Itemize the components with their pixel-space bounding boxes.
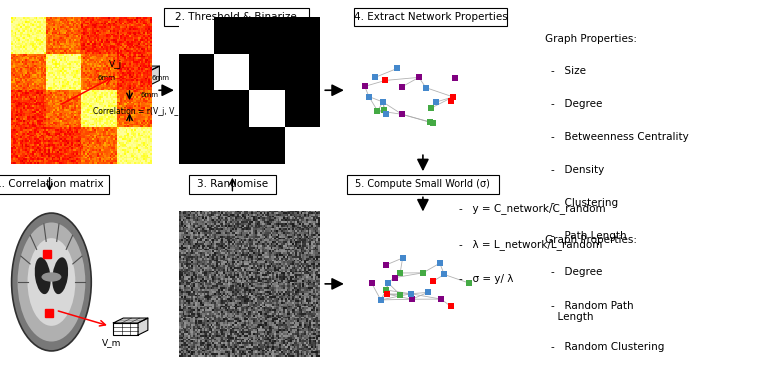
Text: -   Path Length: - Path Length (551, 231, 626, 241)
Text: -   σ = y/ λ: - σ = y/ λ (459, 274, 514, 285)
Text: -   y = C_network/C_random: - y = C_network/C_random (459, 203, 606, 214)
Text: 2. Threshold & Binarize: 2. Threshold & Binarize (175, 12, 297, 22)
Text: V_j: V_j (110, 59, 123, 68)
Text: -   λ = L_network/L_random: - λ = L_network/L_random (459, 239, 603, 250)
Bar (114, 323, 138, 335)
FancyBboxPatch shape (354, 8, 507, 26)
Text: 6mm: 6mm (97, 74, 115, 80)
Text: 6mm: 6mm (140, 92, 158, 98)
Text: 1. Correlation matrix: 1. Correlation matrix (0, 179, 104, 189)
Text: Graph Properties:: Graph Properties: (545, 34, 637, 44)
Text: -   Size: - Size (551, 66, 586, 76)
Polygon shape (119, 66, 159, 72)
Polygon shape (138, 318, 148, 335)
Text: -   Clustering: - Clustering (551, 198, 618, 208)
Text: 5. Compute Small World (σ): 5. Compute Small World (σ) (355, 179, 491, 189)
Text: -   Betweenness Centrality: - Betweenness Centrality (551, 132, 689, 142)
FancyBboxPatch shape (0, 175, 109, 194)
Bar (119, 72, 148, 86)
FancyBboxPatch shape (189, 175, 276, 194)
Text: -   Degree: - Degree (551, 99, 602, 109)
FancyBboxPatch shape (347, 175, 499, 194)
Text: -   Random Clustering: - Random Clustering (551, 342, 664, 352)
Polygon shape (114, 318, 148, 323)
Text: V_m: V_m (101, 338, 121, 347)
Polygon shape (148, 66, 159, 86)
Text: 3. Randomise: 3. Randomise (197, 179, 268, 189)
Text: 4. Extract Network Properties: 4. Extract Network Properties (354, 12, 507, 22)
Text: -   Random Path
  Length: - Random Path Length (551, 301, 633, 322)
Text: Correlation = r(V_j, V_m): Correlation = r(V_j, V_m) (93, 107, 189, 116)
Text: -   Density: - Density (551, 165, 604, 175)
FancyBboxPatch shape (164, 8, 309, 26)
Text: -   Degree: - Degree (551, 267, 602, 277)
Text: Graph Properties:: Graph Properties: (545, 235, 637, 245)
Text: 6mm: 6mm (152, 74, 169, 80)
